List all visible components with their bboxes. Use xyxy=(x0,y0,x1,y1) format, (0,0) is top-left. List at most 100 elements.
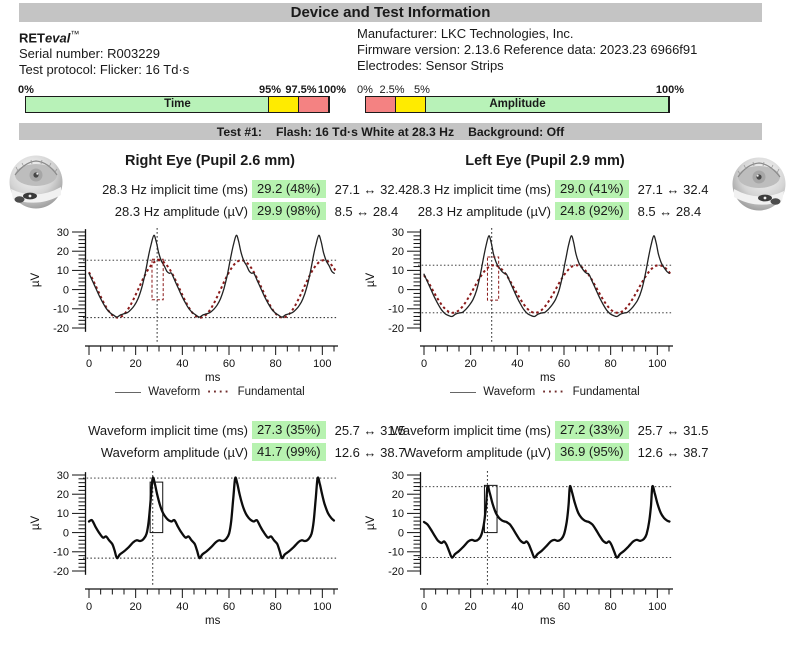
legend-waveform-label: Waveform xyxy=(483,386,536,398)
stat-label: Waveform amplitude (µV) xyxy=(100,444,248,460)
time-tick-97-5: 97.5% xyxy=(285,84,317,96)
svg-text:40: 40 xyxy=(511,601,523,613)
svg-text:40: 40 xyxy=(176,358,188,370)
svg-text:30: 30 xyxy=(57,227,69,239)
test-banner: Test #1: Flash: 16 Td·s White at 28.3 Hz… xyxy=(19,123,762,140)
svg-text:0: 0 xyxy=(63,527,69,539)
stat-reference-range: 25.7 ↔ 31.5 xyxy=(637,422,709,438)
svg-text:20: 20 xyxy=(57,489,69,501)
svg-text:40: 40 xyxy=(511,358,523,370)
svg-text:20: 20 xyxy=(130,601,142,613)
svg-text:20: 20 xyxy=(57,246,69,258)
waveform-line-icon xyxy=(115,391,142,393)
stat-value-badge: 27.3 (35%) xyxy=(252,421,326,439)
svg-text:10: 10 xyxy=(392,265,404,277)
time-quality-bar: Time xyxy=(25,96,330,113)
amplitude-tick-0: 0% xyxy=(357,84,373,96)
svg-text:0: 0 xyxy=(63,284,69,296)
amplitude-bar-green-segment xyxy=(426,97,669,112)
stat-value-badge: 29.2 (48%) xyxy=(252,180,326,198)
svg-text:100: 100 xyxy=(648,601,666,613)
svg-text:0: 0 xyxy=(86,358,92,370)
stat-value-badge: 24.8 (92%) xyxy=(555,202,629,220)
svg-text:-10: -10 xyxy=(388,547,404,559)
legend-fundamental-label: Fundamental xyxy=(572,386,640,398)
right-chart-legend: Waveform ···· Fundamental xyxy=(30,385,390,398)
waveform-line-icon xyxy=(450,391,477,393)
svg-text:-20: -20 xyxy=(388,566,404,578)
time-bar-green-segment xyxy=(26,97,269,112)
stat-label: 28.3 Hz amplitude (µV) xyxy=(417,203,551,219)
svg-text:100: 100 xyxy=(313,601,331,613)
svg-text:80: 80 xyxy=(605,601,617,613)
amplitude-quality-bar: Amplitude xyxy=(365,96,670,113)
svg-text:µV: µV xyxy=(30,273,42,288)
left-eye-amplitude-row: 28.3 Hz amplitude (µV) 24.8 (92%) 8.5 ↔ … xyxy=(333,201,701,221)
test-background: Background: Off xyxy=(468,124,565,139)
stat-reference-range: 27.1 ↔ 32.4 xyxy=(334,181,406,197)
svg-text:0: 0 xyxy=(398,284,404,296)
test-protocol: Test protocol: Flicker: 16 Td·s xyxy=(19,62,190,78)
left-eye-waveform-implicit-row: Waveform implicit time (ms) 27.2 (33%) 2… xyxy=(333,420,708,440)
svg-text:20: 20 xyxy=(465,601,477,613)
svg-text:-10: -10 xyxy=(388,304,404,316)
time-tick-100: 100% xyxy=(317,84,347,96)
svg-text:80: 80 xyxy=(270,601,282,613)
svg-text:20: 20 xyxy=(392,489,404,501)
amplitude-bar-red-segment xyxy=(366,97,396,112)
stat-label: 28.3 Hz implicit time (ms) xyxy=(405,181,551,197)
svg-text:0: 0 xyxy=(398,527,404,539)
stat-label: 28.3 Hz implicit time (ms) xyxy=(102,181,248,197)
stat-reference-range: 25.7 ↔ 31.5 xyxy=(334,422,406,438)
serial-number: Serial number: R003229 xyxy=(19,46,160,62)
right-eye-waveform-amplitude-row: Waveform amplitude (µV) 41.7 (99%) 12.6 … xyxy=(30,442,405,462)
right-eye-photo xyxy=(9,155,63,209)
svg-text:60: 60 xyxy=(223,601,235,613)
svg-text:100: 100 xyxy=(313,358,331,370)
right-eye-amplitude-row: 28.3 Hz amplitude (µV) 29.9 (98%) 8.5 ↔ … xyxy=(30,201,398,221)
stat-reference-range: 8.5 ↔ 28.4 xyxy=(334,203,399,219)
brand-italic: eval xyxy=(45,30,71,46)
time-bar-red-segment xyxy=(299,97,329,112)
stat-reference-range: 12.6 ↔ 38.7 xyxy=(334,444,406,460)
svg-text:ms: ms xyxy=(205,615,221,627)
svg-text:30: 30 xyxy=(392,227,404,239)
stat-label: 28.3 Hz amplitude (µV) xyxy=(114,203,248,219)
device-info-right: Manufacturer: LKC Technologies, Inc. Fir… xyxy=(357,26,697,74)
right-eye-waveform-implicit-row: Waveform implicit time (ms) 27.3 (35%) 2… xyxy=(30,420,405,440)
time-tick-0: 0% xyxy=(18,84,34,96)
brand-tm: ™ xyxy=(70,29,80,39)
brand-bold: RET xyxy=(19,30,45,46)
svg-text:20: 20 xyxy=(130,358,142,370)
svg-text:30: 30 xyxy=(57,470,69,482)
right-eye-header: Right Eye (Pupil 2.6 mm) xyxy=(125,153,295,169)
stat-value-badge: 41.7 (99%) xyxy=(252,443,326,461)
left-eye-implicit-time-row: 28.3 Hz implicit time (ms) 29.0 (41%) 27… xyxy=(333,179,708,199)
amplitude-bar-label: Amplitude xyxy=(489,98,546,110)
svg-text:-10: -10 xyxy=(53,304,69,316)
amplitude-tick-5: 5% xyxy=(414,84,430,96)
svg-text:80: 80 xyxy=(270,358,282,370)
right-eye-implicit-time-row: 28.3 Hz implicit time (ms) 29.2 (48%) 27… xyxy=(30,179,405,199)
left-chart-legend: Waveform ···· Fundamental xyxy=(365,385,725,398)
svg-text:ms: ms xyxy=(205,372,221,384)
svg-text:60: 60 xyxy=(558,358,570,370)
svg-text:60: 60 xyxy=(558,601,570,613)
svg-text:-10: -10 xyxy=(53,547,69,559)
electrodes: Electrodes: Sensor Strips xyxy=(357,58,504,73)
stat-reference-range: 12.6 ↔ 38.7 xyxy=(637,444,709,460)
svg-text:0: 0 xyxy=(86,601,92,613)
report-title-bar: Device and Test Information xyxy=(19,3,762,22)
time-bar-yellow-segment xyxy=(269,97,299,112)
stat-value-badge: 29.0 (41%) xyxy=(555,180,629,198)
stat-label: Waveform amplitude (µV) xyxy=(403,444,551,460)
svg-text:60: 60 xyxy=(223,358,235,370)
amplitude-tick-2-5: 2.5% xyxy=(379,84,405,96)
svg-text:20: 20 xyxy=(392,246,404,258)
left-eye-waveform-amplitude-row: Waveform amplitude (µV) 36.9 (95%) 12.6 … xyxy=(333,442,708,462)
stat-value-badge: 27.2 (33%) xyxy=(555,421,629,439)
svg-text:ms: ms xyxy=(540,372,556,384)
